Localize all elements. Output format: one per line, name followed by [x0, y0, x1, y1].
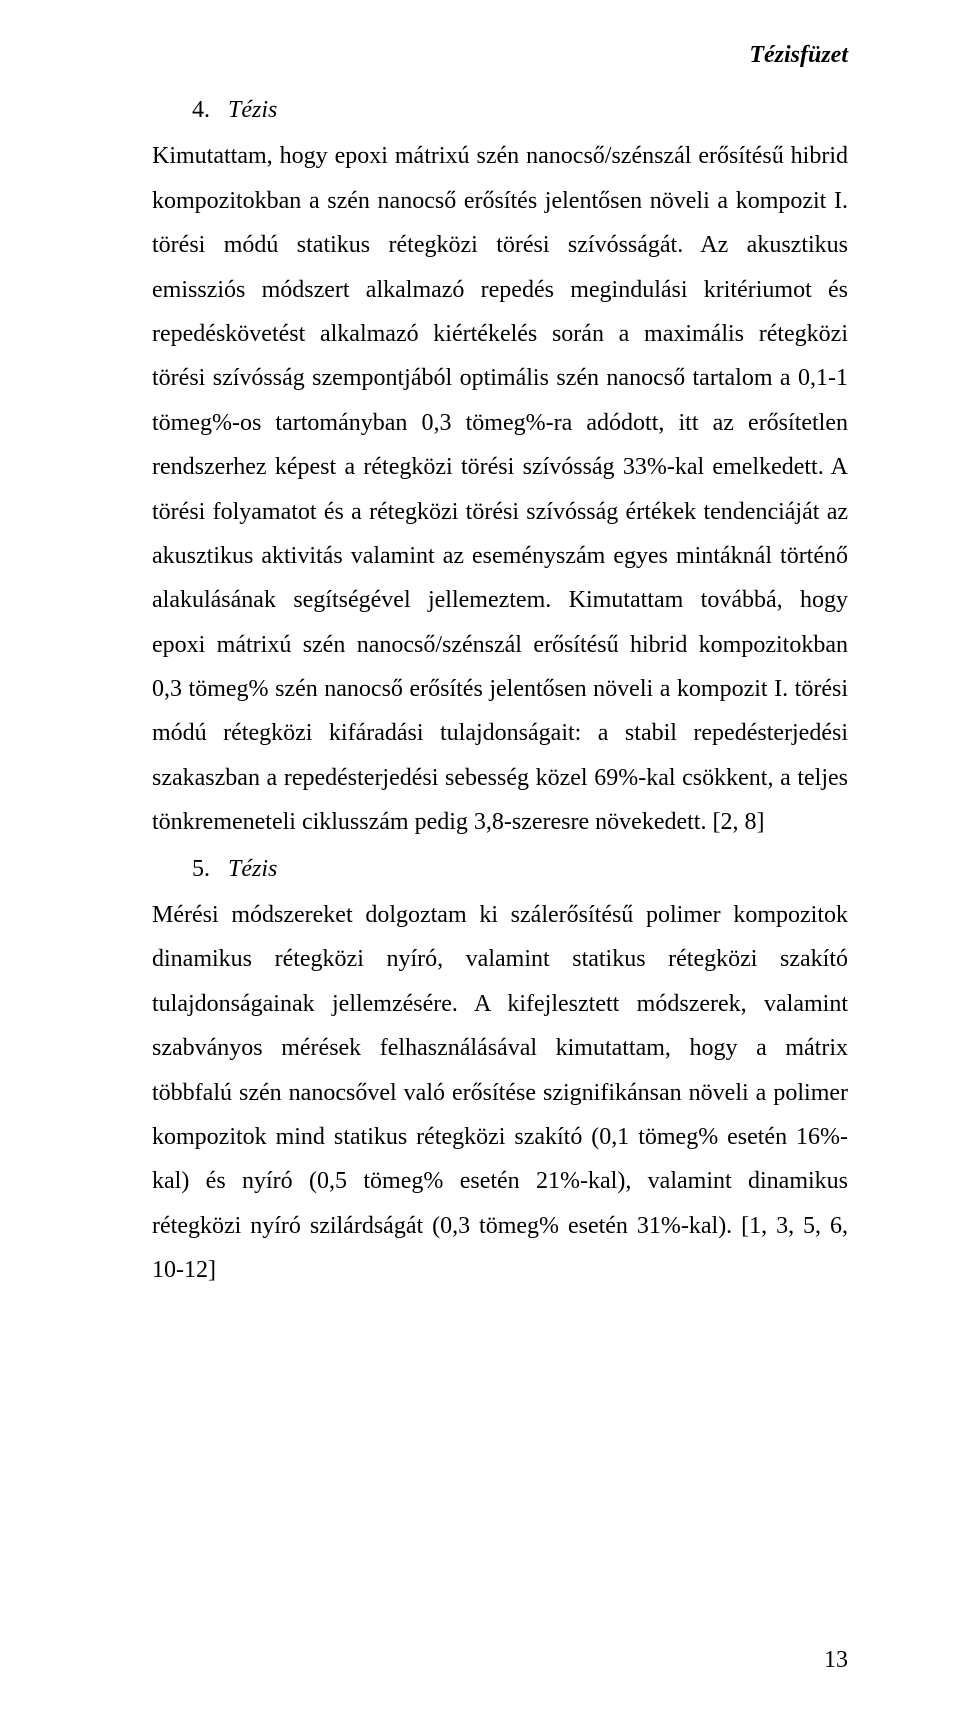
running-header: Tézisfüzet — [749, 42, 848, 69]
page-content: 4. Tézis Kimutattam, hogy epoxi mátrixú s… — [152, 88, 848, 1293]
thesis-5-title: Tézis — [228, 856, 277, 882]
thesis-4-heading: 4. Tézis — [192, 88, 848, 132]
thesis-4-title: Tézis — [228, 97, 277, 123]
thesis-5-number: 5. — [192, 856, 210, 882]
page-number-value: 13 — [824, 1647, 848, 1673]
thesis-5-heading: 5. Tézis — [192, 847, 848, 891]
thesis-5-body: Mérési módszereket dolgoztam ki szálerős… — [152, 893, 848, 1293]
header-label: Tézisfüzet — [749, 42, 848, 68]
thesis-4-number: 4. — [192, 97, 210, 123]
page-number: 13 — [824, 1647, 848, 1674]
thesis-4-body: Kimutattam, hogy epoxi mátrixú szén nano… — [152, 134, 848, 844]
